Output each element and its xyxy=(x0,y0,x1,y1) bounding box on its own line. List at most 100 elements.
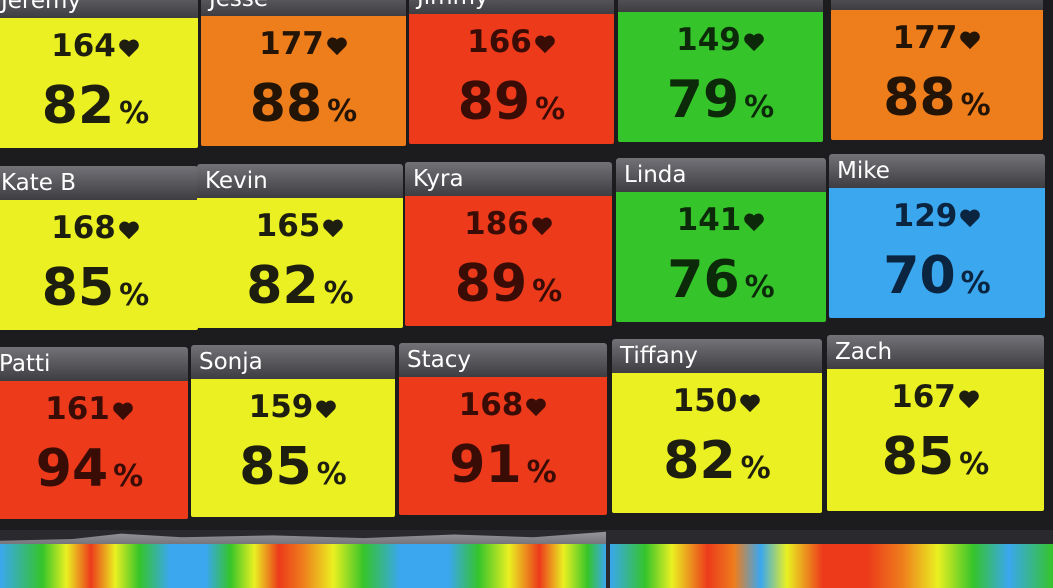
member-name: Kate B xyxy=(0,166,198,200)
zone-panel: 177 88% xyxy=(831,10,1043,140)
member-name: Stacy xyxy=(399,343,607,377)
heart-rate-value: 177 xyxy=(892,20,958,56)
member-tile-jimmy: Jimmy 166 89% xyxy=(409,0,614,144)
percent-value: 79 xyxy=(666,70,740,130)
member-tile-sonja: Sonja 159 85% xyxy=(191,345,395,517)
member-name: Mike xyxy=(829,154,1045,188)
zone-panel: 177 88% xyxy=(201,16,406,146)
heart-icon xyxy=(744,33,764,51)
heart-icon xyxy=(327,37,347,55)
heart-rate-readout: 165 xyxy=(197,208,403,244)
heart-rate-readout: 129 xyxy=(829,198,1045,234)
heart-rate-readout: 167 xyxy=(827,379,1044,415)
zone-panel: 161 94% xyxy=(0,381,188,519)
percent-readout: 85% xyxy=(0,256,198,332)
percent-symbol: % xyxy=(744,90,775,125)
zone-panel: 149 79% xyxy=(618,12,823,142)
zone-panel: 168 91% xyxy=(399,377,607,515)
member-tile-mike: Mike 129 70% xyxy=(829,154,1045,318)
member-name: Jeremy xyxy=(0,0,198,18)
percent-readout: 89% xyxy=(409,70,614,146)
percent-readout: 91% xyxy=(399,433,607,509)
zone-history-strip xyxy=(0,530,1053,588)
heart-icon xyxy=(526,398,547,416)
percent-readout: 82% xyxy=(197,254,403,330)
heart-rate-readout: 164 xyxy=(0,28,198,64)
heart-rate-value: 141 xyxy=(676,202,742,238)
member-tile-kate-b: Kate B 168 85% xyxy=(0,166,198,330)
member-tile-linda: Linda 141 76% xyxy=(616,158,826,322)
heart-icon xyxy=(535,35,555,53)
heart-rate-readout: 168 xyxy=(0,210,198,246)
heart-rate-value: 165 xyxy=(255,208,321,244)
percent-readout: 85% xyxy=(191,435,395,511)
percent-value: 89 xyxy=(457,72,531,132)
member-name: Kyra xyxy=(405,162,612,196)
percent-symbol: % xyxy=(327,94,358,129)
member-tile-kevin: Kevin 165 82% xyxy=(197,164,403,328)
heart-rate-readout: 168 xyxy=(399,387,607,423)
member-name xyxy=(618,0,823,12)
heart-rate-value: 161 xyxy=(45,391,110,427)
percent-value: 70 xyxy=(883,246,956,306)
percent-readout: 94% xyxy=(0,437,188,513)
heart-rate-value: 167 xyxy=(891,379,956,415)
heart-icon xyxy=(960,209,981,227)
heart-icon xyxy=(960,31,981,49)
heart-rate-value: 164 xyxy=(51,28,116,64)
member-name: Linda xyxy=(616,158,826,192)
zone-panel: 168 85% xyxy=(0,200,198,330)
heart-rate-readout: 161 xyxy=(0,391,188,427)
percent-readout: 70% xyxy=(829,244,1045,320)
percent-readout: 88% xyxy=(201,72,406,148)
percent-readout: 82% xyxy=(0,74,198,150)
heart-icon xyxy=(323,219,344,237)
percent-value: 94 xyxy=(35,439,109,499)
percent-value: 82 xyxy=(41,76,115,136)
percent-readout: 89% xyxy=(405,252,612,328)
heart-rate-readout: 141 xyxy=(616,202,826,238)
percent-symbol: % xyxy=(119,96,150,131)
zone-history-left xyxy=(0,544,606,588)
heart-rate-readout: 177 xyxy=(831,20,1043,56)
member-tile-patti: Patti 161 94% xyxy=(0,347,188,519)
percent-readout: 76% xyxy=(616,248,826,324)
percent-value: 88 xyxy=(249,74,323,134)
percent-value: 85 xyxy=(239,437,312,497)
member-name: Tiffany xyxy=(612,339,822,373)
heart-rate-value: 150 xyxy=(672,383,738,419)
heart-rate-value: 149 xyxy=(676,22,741,58)
member-name xyxy=(831,0,1043,10)
member-tile-4: 149 79% xyxy=(618,0,823,142)
percent-value: 88 xyxy=(883,68,956,128)
percent-symbol: % xyxy=(119,278,150,313)
heart-rate-readout: 177 xyxy=(201,26,406,62)
heart-icon xyxy=(532,217,552,235)
zone-panel: 164 82% xyxy=(0,18,198,148)
percent-symbol: % xyxy=(744,270,775,305)
percent-symbol: % xyxy=(960,266,991,301)
zone-panel: 167 85% xyxy=(827,369,1044,511)
member-name: Jimmy xyxy=(409,0,614,14)
percent-value: 82 xyxy=(663,431,736,491)
percent-symbol: % xyxy=(113,459,144,494)
percent-value: 85 xyxy=(881,427,955,487)
zone-panel: 129 70% xyxy=(829,188,1045,318)
member-tile-stacy: Stacy 168 91% xyxy=(399,343,607,515)
zone-panel: 159 85% xyxy=(191,379,395,517)
heart-rate-value: 168 xyxy=(458,387,524,423)
percent-symbol: % xyxy=(740,451,771,486)
percent-value: 91 xyxy=(449,435,522,495)
percent-symbol: % xyxy=(535,92,566,127)
heart-rate-readout: 159 xyxy=(191,389,395,425)
member-name: Jesse xyxy=(201,0,406,16)
heart-icon xyxy=(959,390,979,408)
percent-readout: 82% xyxy=(612,429,822,505)
percent-symbol: % xyxy=(323,276,354,311)
percent-readout: 79% xyxy=(618,68,823,144)
heart-rate-value: 177 xyxy=(259,26,324,62)
member-name: Kevin xyxy=(197,164,403,198)
percent-value: 82 xyxy=(246,256,319,316)
zone-history-right xyxy=(610,544,1053,588)
heart-rate-value: 166 xyxy=(467,24,532,60)
